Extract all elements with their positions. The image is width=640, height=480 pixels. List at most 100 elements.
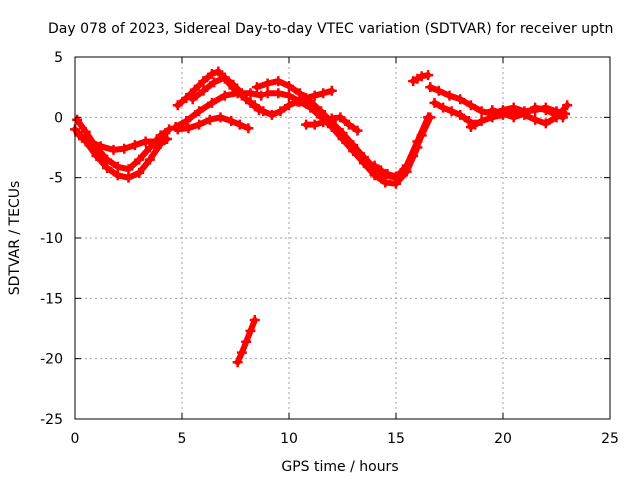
data-point [508,112,519,123]
data-point [172,100,183,111]
data-point [226,115,237,126]
data-point [189,84,200,95]
series-arc-6 [172,112,254,135]
data-point [108,144,119,155]
data-point [251,82,262,93]
data-point [219,72,230,83]
data-point [181,115,192,126]
data-point [206,68,217,79]
data-point [358,158,369,169]
data-point [262,78,273,89]
data-point [369,160,380,171]
series-arc-3 [74,130,170,155]
data-point [232,357,243,368]
data-point [273,88,284,99]
x-tick-label: 15 [387,431,405,447]
data-point [219,90,230,101]
data-point [134,167,145,178]
data-point [326,85,337,96]
data-point [258,106,269,117]
data-point [382,169,393,180]
y-axis-label: SDTVAR / TECUs [7,181,23,296]
data-point [194,119,205,130]
series-arc-7 [187,72,247,105]
data-point [112,170,123,181]
data-point [102,163,113,174]
data-point [249,315,260,326]
data-point [446,106,457,117]
series-arc-8 [232,315,260,368]
data-point [562,100,573,111]
data-point [551,109,562,120]
data-point [284,90,294,101]
chart-title: Day 078 of 2023, Sidereal Day-to-day VTE… [48,21,613,37]
data-point [206,97,217,108]
data-point [476,115,487,126]
y-tick-label: -25 [40,412,63,428]
data-point [236,88,247,99]
data-point [380,177,391,188]
data-point [245,88,256,99]
data-point [134,154,145,165]
data-point [266,109,277,120]
data-point [444,90,455,101]
data-point [187,94,198,105]
data-point [294,88,305,99]
data-point [119,143,130,154]
data-point [318,117,329,128]
x-axis-label: GPS time / hours [281,459,398,475]
data-point [337,134,348,145]
data-point [425,112,436,123]
data-point [335,112,346,123]
data-point [102,154,113,165]
data-point [455,94,466,105]
data-point [391,171,401,182]
data-point [273,76,284,87]
data-point [215,112,226,123]
data-point [530,114,541,125]
y-tick-label: -10 [40,231,63,247]
series-arc-18 [487,102,568,123]
series-arc-12 [301,112,363,136]
data-point [228,79,239,90]
data-point [429,97,440,108]
data-point [245,325,256,336]
series-arc-14 [408,70,434,87]
data-point [284,80,294,91]
data-point [376,165,387,176]
data-point [74,130,85,141]
data-point [275,106,286,117]
y-tick-label: -20 [40,352,63,368]
data-point [465,121,476,132]
data-point [262,88,273,99]
data-point [348,146,359,157]
series-line [189,74,245,103]
data-series [70,66,573,368]
data-point [198,85,209,96]
x-tick-label: 20 [494,431,512,447]
data-point [144,154,155,165]
data-point [204,114,215,125]
data-point [249,100,260,111]
data-point [80,126,91,137]
data-point [241,94,252,105]
series-arc-13 [369,112,436,182]
axis-ticks: 0 5 10 15 20 25 5 0 -5 -10 -15 -20 -25 [40,50,619,447]
data-point [352,125,363,136]
y-tick-label: -5 [49,171,63,187]
data-point [241,336,252,347]
data-point [91,150,102,161]
data-point [540,118,551,129]
data-point [309,90,320,101]
x-tick-label: 5 [178,431,187,447]
data-point [194,106,205,117]
data-point [476,106,487,117]
series-line [72,126,170,181]
data-point [213,66,224,77]
data-point [369,170,380,181]
data-point [164,124,175,135]
data-point [123,164,134,175]
data-point [159,134,170,145]
